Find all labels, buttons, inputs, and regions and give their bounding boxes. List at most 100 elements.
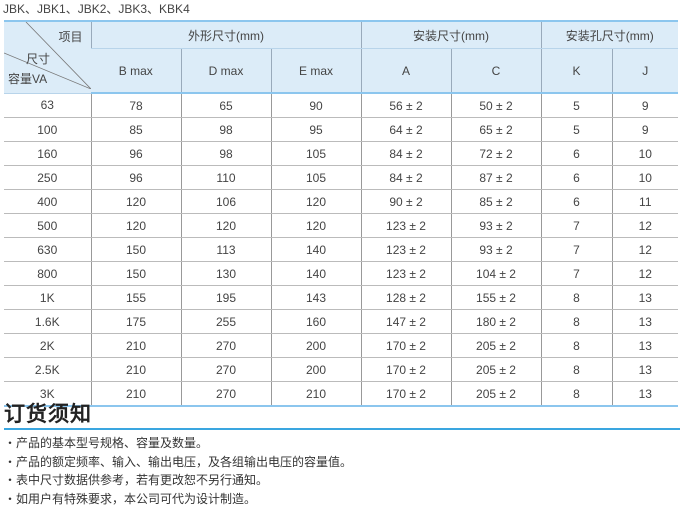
value-cell: 87 ± 2 bbox=[451, 166, 541, 190]
value-cell: 96 bbox=[91, 166, 181, 190]
value-cell: 150 bbox=[91, 262, 181, 286]
column-header: B max bbox=[91, 49, 181, 94]
value-cell: 12 bbox=[612, 238, 678, 262]
value-cell: 10 bbox=[612, 166, 678, 190]
group-outline: 外形尺寸(mm) bbox=[91, 21, 361, 49]
value-cell: 140 bbox=[271, 262, 361, 286]
value-cell: 205 ± 2 bbox=[451, 358, 541, 382]
value-cell: 210 bbox=[91, 382, 181, 407]
value-cell: 128 ± 2 bbox=[361, 286, 451, 310]
value-cell: 98 bbox=[181, 118, 271, 142]
value-cell: 160 bbox=[271, 310, 361, 334]
value-cell: 170 ± 2 bbox=[361, 358, 451, 382]
group-hole: 安装孔尺寸(mm) bbox=[541, 21, 678, 49]
value-cell: 12 bbox=[612, 262, 678, 286]
column-header: J bbox=[612, 49, 678, 94]
value-cell: 90 ± 2 bbox=[361, 190, 451, 214]
value-cell: 147 ± 2 bbox=[361, 310, 451, 334]
value-cell: 9 bbox=[612, 93, 678, 118]
capacity-cell: 1K bbox=[4, 286, 91, 310]
capacity-cell: 630 bbox=[4, 238, 91, 262]
value-cell: 255 bbox=[181, 310, 271, 334]
value-cell: 8 bbox=[541, 358, 612, 382]
value-cell: 200 bbox=[271, 358, 361, 382]
value-cell: 64 ± 2 bbox=[361, 118, 451, 142]
value-cell: 6 bbox=[541, 142, 612, 166]
value-cell: 123 ± 2 bbox=[361, 238, 451, 262]
value-cell: 6 bbox=[541, 166, 612, 190]
value-cell: 84 ± 2 bbox=[361, 142, 451, 166]
value-cell: 90 bbox=[271, 93, 361, 118]
value-cell: 13 bbox=[612, 382, 678, 407]
value-cell: 56 ± 2 bbox=[361, 93, 451, 118]
corner-header: 项目 尺寸 容量VA bbox=[4, 21, 91, 93]
value-cell: 210 bbox=[271, 382, 361, 407]
value-cell: 7 bbox=[541, 238, 612, 262]
value-cell: 65 ± 2 bbox=[451, 118, 541, 142]
value-cell: 270 bbox=[181, 382, 271, 407]
value-cell: 120 bbox=[271, 214, 361, 238]
value-cell: 210 bbox=[91, 358, 181, 382]
value-cell: 120 bbox=[181, 214, 271, 238]
value-cell: 123 ± 2 bbox=[361, 214, 451, 238]
value-cell: 10 bbox=[612, 142, 678, 166]
column-header: D max bbox=[181, 49, 271, 94]
value-cell: 84 ± 2 bbox=[361, 166, 451, 190]
value-cell: 8 bbox=[541, 310, 612, 334]
value-cell: 95 bbox=[271, 118, 361, 142]
value-cell: 200 bbox=[271, 334, 361, 358]
value-cell: 9 bbox=[612, 118, 678, 142]
value-cell: 7 bbox=[541, 214, 612, 238]
corner-size: 尺寸 bbox=[26, 50, 50, 67]
value-cell: 85 ± 2 bbox=[451, 190, 541, 214]
value-cell: 8 bbox=[541, 382, 612, 407]
value-cell: 13 bbox=[612, 286, 678, 310]
value-cell: 6 bbox=[541, 190, 612, 214]
value-cell: 155 ± 2 bbox=[451, 286, 541, 310]
value-cell: 120 bbox=[91, 214, 181, 238]
value-cell: 8 bbox=[541, 334, 612, 358]
value-cell: 210 bbox=[91, 334, 181, 358]
value-cell: 270 bbox=[181, 334, 271, 358]
value-cell: 13 bbox=[612, 358, 678, 382]
value-cell: 150 bbox=[91, 238, 181, 262]
value-cell: 104 ± 2 bbox=[451, 262, 541, 286]
group-mounting: 安装尺寸(mm) bbox=[361, 21, 541, 49]
corner-item: 项目 bbox=[58, 28, 82, 45]
column-header: C bbox=[451, 49, 541, 94]
value-cell: 105 bbox=[271, 142, 361, 166]
value-cell: 155 bbox=[91, 286, 181, 310]
value-cell: 72 ± 2 bbox=[451, 142, 541, 166]
value-cell: 85 bbox=[91, 118, 181, 142]
notice-list: ・产品的基本型号规格、容量及数量。・产品的额定频率、输入、输出电压，及各组输出电… bbox=[4, 434, 352, 508]
value-cell: 120 bbox=[271, 190, 361, 214]
value-cell: 120 bbox=[91, 190, 181, 214]
capacity-cell: 800 bbox=[4, 262, 91, 286]
value-cell: 93 ± 2 bbox=[451, 214, 541, 238]
capacity-cell: 250 bbox=[4, 166, 91, 190]
capacity-cell: 2K bbox=[4, 334, 91, 358]
value-cell: 8 bbox=[541, 286, 612, 310]
value-cell: 65 bbox=[181, 93, 271, 118]
capacity-cell: 400 bbox=[4, 190, 91, 214]
value-cell: 12 bbox=[612, 214, 678, 238]
capacity-cell: 500 bbox=[4, 214, 91, 238]
value-cell: 140 bbox=[271, 238, 361, 262]
value-cell: 93 ± 2 bbox=[451, 238, 541, 262]
notice-item: ・如用户有特殊要求，本公司可代为设计制造。 bbox=[4, 490, 352, 508]
value-cell: 270 bbox=[181, 358, 271, 382]
value-cell: 130 bbox=[181, 262, 271, 286]
notice-item: ・产品的基本型号规格、容量及数量。 bbox=[4, 434, 352, 453]
column-header: E max bbox=[271, 49, 361, 94]
value-cell: 123 ± 2 bbox=[361, 262, 451, 286]
column-header: K bbox=[541, 49, 612, 94]
